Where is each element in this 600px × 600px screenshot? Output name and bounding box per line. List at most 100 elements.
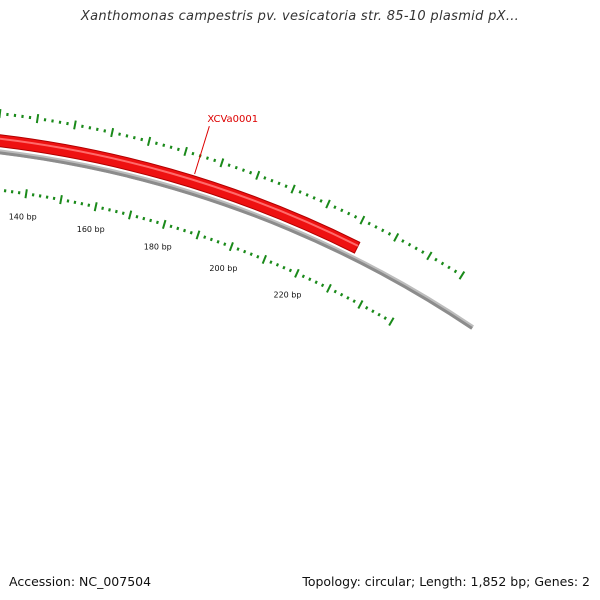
tick-label: 220 bp bbox=[273, 290, 301, 299]
minor-tick bbox=[45, 195, 49, 199]
minor-tick bbox=[347, 211, 351, 216]
inner-tick-ring bbox=[3, 189, 395, 327]
tick-label: 200 bp bbox=[209, 264, 237, 273]
minor-tick bbox=[314, 280, 318, 285]
major-tick bbox=[195, 230, 201, 240]
gene-xcva0001[interactable] bbox=[0, 132, 361, 254]
minor-tick bbox=[374, 225, 378, 229]
minor-tick bbox=[453, 269, 458, 274]
minor-tick bbox=[66, 199, 70, 203]
gene-xcva0001-highlight bbox=[0, 137, 359, 247]
minor-tick bbox=[149, 218, 153, 223]
minor-tick bbox=[88, 126, 92, 130]
minor-tick bbox=[216, 240, 220, 244]
minor-tick bbox=[209, 237, 213, 242]
minor-tick bbox=[333, 205, 337, 209]
minor-tick bbox=[213, 158, 217, 163]
tick-label: 140 bp bbox=[9, 212, 37, 221]
gene-label[interactable]: XCVa0001 bbox=[207, 114, 258, 125]
major-tick bbox=[59, 195, 63, 205]
minor-tick bbox=[52, 196, 56, 201]
major-tick bbox=[219, 158, 225, 168]
major-tick bbox=[393, 232, 400, 242]
minor-tick bbox=[108, 208, 111, 212]
minor-tick bbox=[189, 230, 193, 235]
backbone-shadow bbox=[0, 149, 475, 330]
major-tick bbox=[35, 114, 40, 124]
major-tick bbox=[325, 199, 331, 209]
minor-tick bbox=[364, 306, 369, 310]
minor-tick bbox=[87, 203, 91, 207]
minor-tick bbox=[308, 277, 312, 282]
minor-tick bbox=[223, 242, 227, 246]
major-tick bbox=[24, 189, 28, 199]
minor-tick bbox=[205, 156, 209, 160]
minor-tick bbox=[121, 211, 125, 215]
minor-tick bbox=[73, 200, 77, 205]
minor-tick bbox=[269, 260, 273, 264]
minor-tick bbox=[284, 184, 288, 189]
minor-tick bbox=[320, 283, 325, 288]
minor-tick bbox=[227, 163, 231, 167]
minor-tick bbox=[162, 143, 166, 147]
major-tick bbox=[162, 219, 167, 229]
minor-tick bbox=[387, 232, 392, 236]
minor-tick bbox=[340, 208, 344, 213]
minor-tick bbox=[249, 252, 253, 256]
minor-tick bbox=[249, 170, 253, 175]
minor-tick bbox=[263, 176, 267, 180]
minor-tick bbox=[101, 206, 105, 210]
major-tick bbox=[388, 317, 395, 327]
minor-tick bbox=[155, 220, 159, 225]
topology-summary: Topology: circular; Length: 1,852 bp; Ge… bbox=[302, 574, 590, 589]
plasmid-backbone bbox=[0, 151, 473, 330]
minor-tick bbox=[183, 228, 187, 233]
major-tick bbox=[426, 251, 433, 261]
major-tick bbox=[110, 127, 115, 138]
minor-tick bbox=[377, 312, 381, 317]
minor-tick bbox=[58, 120, 62, 124]
minor-tick bbox=[401, 239, 405, 243]
minor-tick bbox=[80, 202, 84, 206]
minor-tick bbox=[305, 193, 309, 197]
minor-tick bbox=[277, 181, 281, 186]
minor-tick bbox=[191, 151, 195, 156]
minor-tick bbox=[275, 263, 280, 267]
minor-tick bbox=[66, 121, 69, 126]
major-tick bbox=[228, 242, 234, 252]
minor-tick bbox=[169, 145, 173, 150]
minor-tick bbox=[103, 129, 107, 133]
major-tick bbox=[359, 215, 366, 225]
minor-tick bbox=[142, 216, 146, 221]
minor-tick bbox=[288, 268, 293, 273]
minor-tick bbox=[282, 265, 286, 270]
minor-tick bbox=[447, 265, 451, 270]
minor-tick bbox=[241, 168, 245, 172]
major-tick bbox=[146, 136, 152, 146]
major-tick bbox=[93, 202, 98, 212]
minor-tick bbox=[312, 196, 316, 200]
minor-tick bbox=[140, 137, 144, 142]
minor-tick bbox=[367, 221, 371, 226]
map-title: Xanthomonas campestris pv. vesicatoria s… bbox=[80, 9, 520, 24]
minor-tick bbox=[298, 190, 302, 194]
minor-tick bbox=[203, 235, 207, 239]
minor-tick bbox=[319, 199, 323, 203]
minor-tick bbox=[154, 141, 158, 146]
major-tick bbox=[326, 283, 332, 293]
tick-label: 180 bp bbox=[144, 242, 172, 251]
major-tick bbox=[357, 300, 364, 309]
major-tick bbox=[290, 184, 296, 194]
minor-tick bbox=[176, 226, 180, 231]
minor-tick bbox=[407, 242, 412, 247]
major-tick bbox=[294, 268, 300, 278]
minor-tick bbox=[421, 250, 425, 254]
minor-tick bbox=[339, 292, 344, 297]
accession-text: Accession: NC_007504 bbox=[9, 574, 152, 589]
minor-tick bbox=[353, 215, 358, 219]
minor-tick bbox=[114, 209, 118, 214]
major-tick bbox=[73, 120, 77, 130]
minor-tick bbox=[381, 228, 385, 233]
